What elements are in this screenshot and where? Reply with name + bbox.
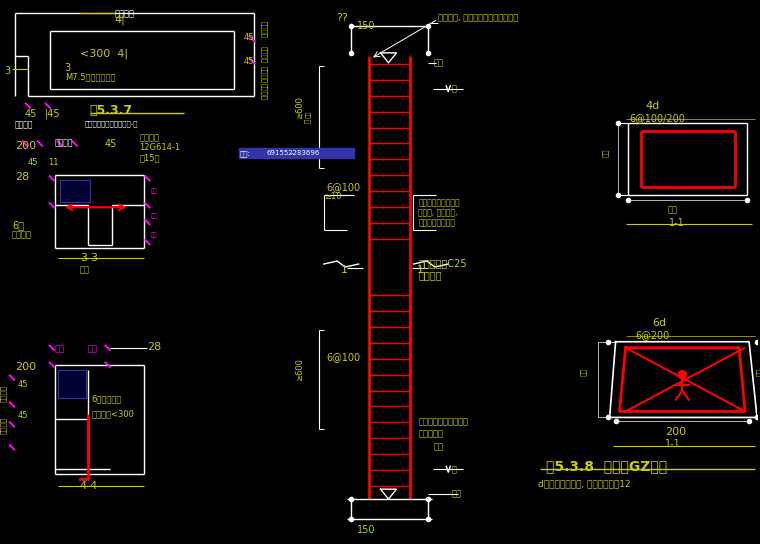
Text: ≥10: ≥10 <box>324 193 341 201</box>
Text: 28: 28 <box>15 172 29 182</box>
Text: 造柱时, 留设孔隙,: 造柱时, 留设孔隙, <box>418 208 458 217</box>
Text: ≥600: ≥600 <box>295 357 304 381</box>
Text: 线槽宽度: 线槽宽度 <box>15 121 33 129</box>
Text: 28: 28 <box>147 342 162 352</box>
Text: 6d: 6d <box>653 318 667 328</box>
Text: 墙厚: 墙厚 <box>603 149 609 157</box>
Text: 691552: 691552 <box>267 151 293 157</box>
Text: 墙厚: 墙厚 <box>80 265 90 274</box>
Text: 竖向: 竖向 <box>306 110 312 118</box>
Text: 墙厚: 墙厚 <box>667 205 677 214</box>
Text: d详有关结构详图, 未注明时均为12: d详有关结构详图, 未注明时均为12 <box>538 479 631 488</box>
Text: 1: 1 <box>416 265 423 275</box>
Text: -283696: -283696 <box>291 151 320 157</box>
Text: 4|: 4| <box>115 15 125 26</box>
Text: 砖缝一根: 砖缝一根 <box>12 230 32 239</box>
Text: 45: 45 <box>105 139 117 149</box>
Text: 竖向管线: 竖向管线 <box>0 385 6 401</box>
Text: 水平管线: 水平管线 <box>115 9 135 18</box>
Text: 45: 45 <box>18 411 28 421</box>
Text: 45: 45 <box>244 33 255 42</box>
Text: 6每: 6每 <box>12 220 24 230</box>
Text: 200: 200 <box>15 362 36 372</box>
Text: （后浇）: （后浇） <box>418 270 442 280</box>
Text: 200: 200 <box>666 428 686 437</box>
Text: 梁: 梁 <box>451 85 456 94</box>
Text: 3: 3 <box>65 63 71 73</box>
Text: 开槽长度<300: 开槽长度<300 <box>92 410 135 418</box>
Text: 砖墙一般: 砖墙一般 <box>261 83 268 100</box>
Text: 1-1: 1-1 <box>666 440 681 449</box>
Text: 6@100: 6@100 <box>327 351 361 362</box>
Text: 线槽宽度: 线槽宽度 <box>55 139 73 147</box>
Text: 槽深: 槽深 <box>150 232 157 238</box>
Text: 梁: 梁 <box>451 465 456 474</box>
Text: 6每砖缝一根: 6每砖缝一根 <box>92 394 122 404</box>
Text: 45: 45 <box>244 57 255 66</box>
Text: M7.5水泥砂浆填塞: M7.5水泥砂浆填塞 <box>65 73 116 82</box>
Text: |45: |45 <box>45 109 61 119</box>
Text: 竖向管线: 竖向管线 <box>261 21 268 38</box>
Text: 4-4: 4-4 <box>80 481 98 491</box>
Text: 6@100/200: 6@100/200 <box>629 113 686 122</box>
Text: 6@200: 6@200 <box>635 330 670 340</box>
Circle shape <box>679 370 686 379</box>
Text: 线槽宽度: 线槽宽度 <box>261 66 268 83</box>
Text: 12G614-1: 12G614-1 <box>139 144 181 152</box>
Text: 3-3: 3-3 <box>80 253 98 263</box>
Bar <box>58 369 86 398</box>
Text: ≥600: ≥600 <box>295 96 304 119</box>
Text: ??: ?? <box>337 13 348 23</box>
Text: 梁面: 梁面 <box>433 59 443 68</box>
Text: 梁面: 梁面 <box>451 489 461 498</box>
Text: 200: 200 <box>15 140 36 151</box>
Text: 45: 45 <box>28 158 39 168</box>
Text: 命令:: 命令: <box>240 151 251 157</box>
Text: 线槽: 线槽 <box>150 188 157 194</box>
Text: 孔隙用岩棉板填实: 孔隙用岩棉板填实 <box>418 218 455 227</box>
Text: 开槽总深应不大于墙厚的-半: 开槽总深应不大于墙厚的-半 <box>84 121 138 127</box>
Text: 槽深: 槽深 <box>55 345 65 354</box>
Text: 当为非承重墙体的构: 当为非承重墙体的构 <box>418 198 460 207</box>
Text: 线槽宽度: 线槽宽度 <box>261 46 268 63</box>
Bar <box>289 149 353 158</box>
Text: 马牙槎见: 马牙槎见 <box>139 133 160 143</box>
Text: 1-1: 1-1 <box>670 218 686 228</box>
Text: 槽深: 槽深 <box>87 345 97 354</box>
Bar <box>239 149 289 158</box>
Text: 6@100: 6@100 <box>327 182 361 193</box>
Text: 150: 150 <box>356 525 375 535</box>
Text: 3: 3 <box>4 66 10 76</box>
Text: 图5.3.8  构造柱GZ做法: 图5.3.8 构造柱GZ做法 <box>546 459 667 473</box>
Text: 线槽宽度: 线槽宽度 <box>0 417 6 435</box>
Text: 墙厚: 墙厚 <box>755 368 760 376</box>
Text: 竖: 竖 <box>304 119 310 123</box>
Text: 预留插筋, 根数、直径同构造柱纵筋: 预留插筋, 根数、直径同构造柱纵筋 <box>439 13 518 22</box>
Text: 45: 45 <box>18 380 28 388</box>
Text: 11: 11 <box>48 158 59 168</box>
Text: 宽度: 宽度 <box>150 213 157 219</box>
Text: 150: 150 <box>356 21 375 31</box>
Text: 1: 1 <box>340 265 347 275</box>
Text: 预留插筋直径与根数同: 预留插筋直径与根数同 <box>418 417 468 426</box>
Text: 4d: 4d <box>645 101 660 110</box>
Text: 构造柱纵筋: 构造柱纵筋 <box>418 429 443 438</box>
Text: <300  4|: <300 4| <box>80 49 128 59</box>
Text: 45: 45 <box>25 109 37 119</box>
Text: 混凝土采用C25: 混凝土采用C25 <box>418 258 467 268</box>
Text: 图5.3.7: 图5.3.7 <box>90 104 133 116</box>
Text: 梁面: 梁面 <box>433 442 443 452</box>
Bar <box>60 181 90 202</box>
Text: 的15页: 的15页 <box>139 153 160 163</box>
Text: 墙厚: 墙厚 <box>581 368 587 376</box>
